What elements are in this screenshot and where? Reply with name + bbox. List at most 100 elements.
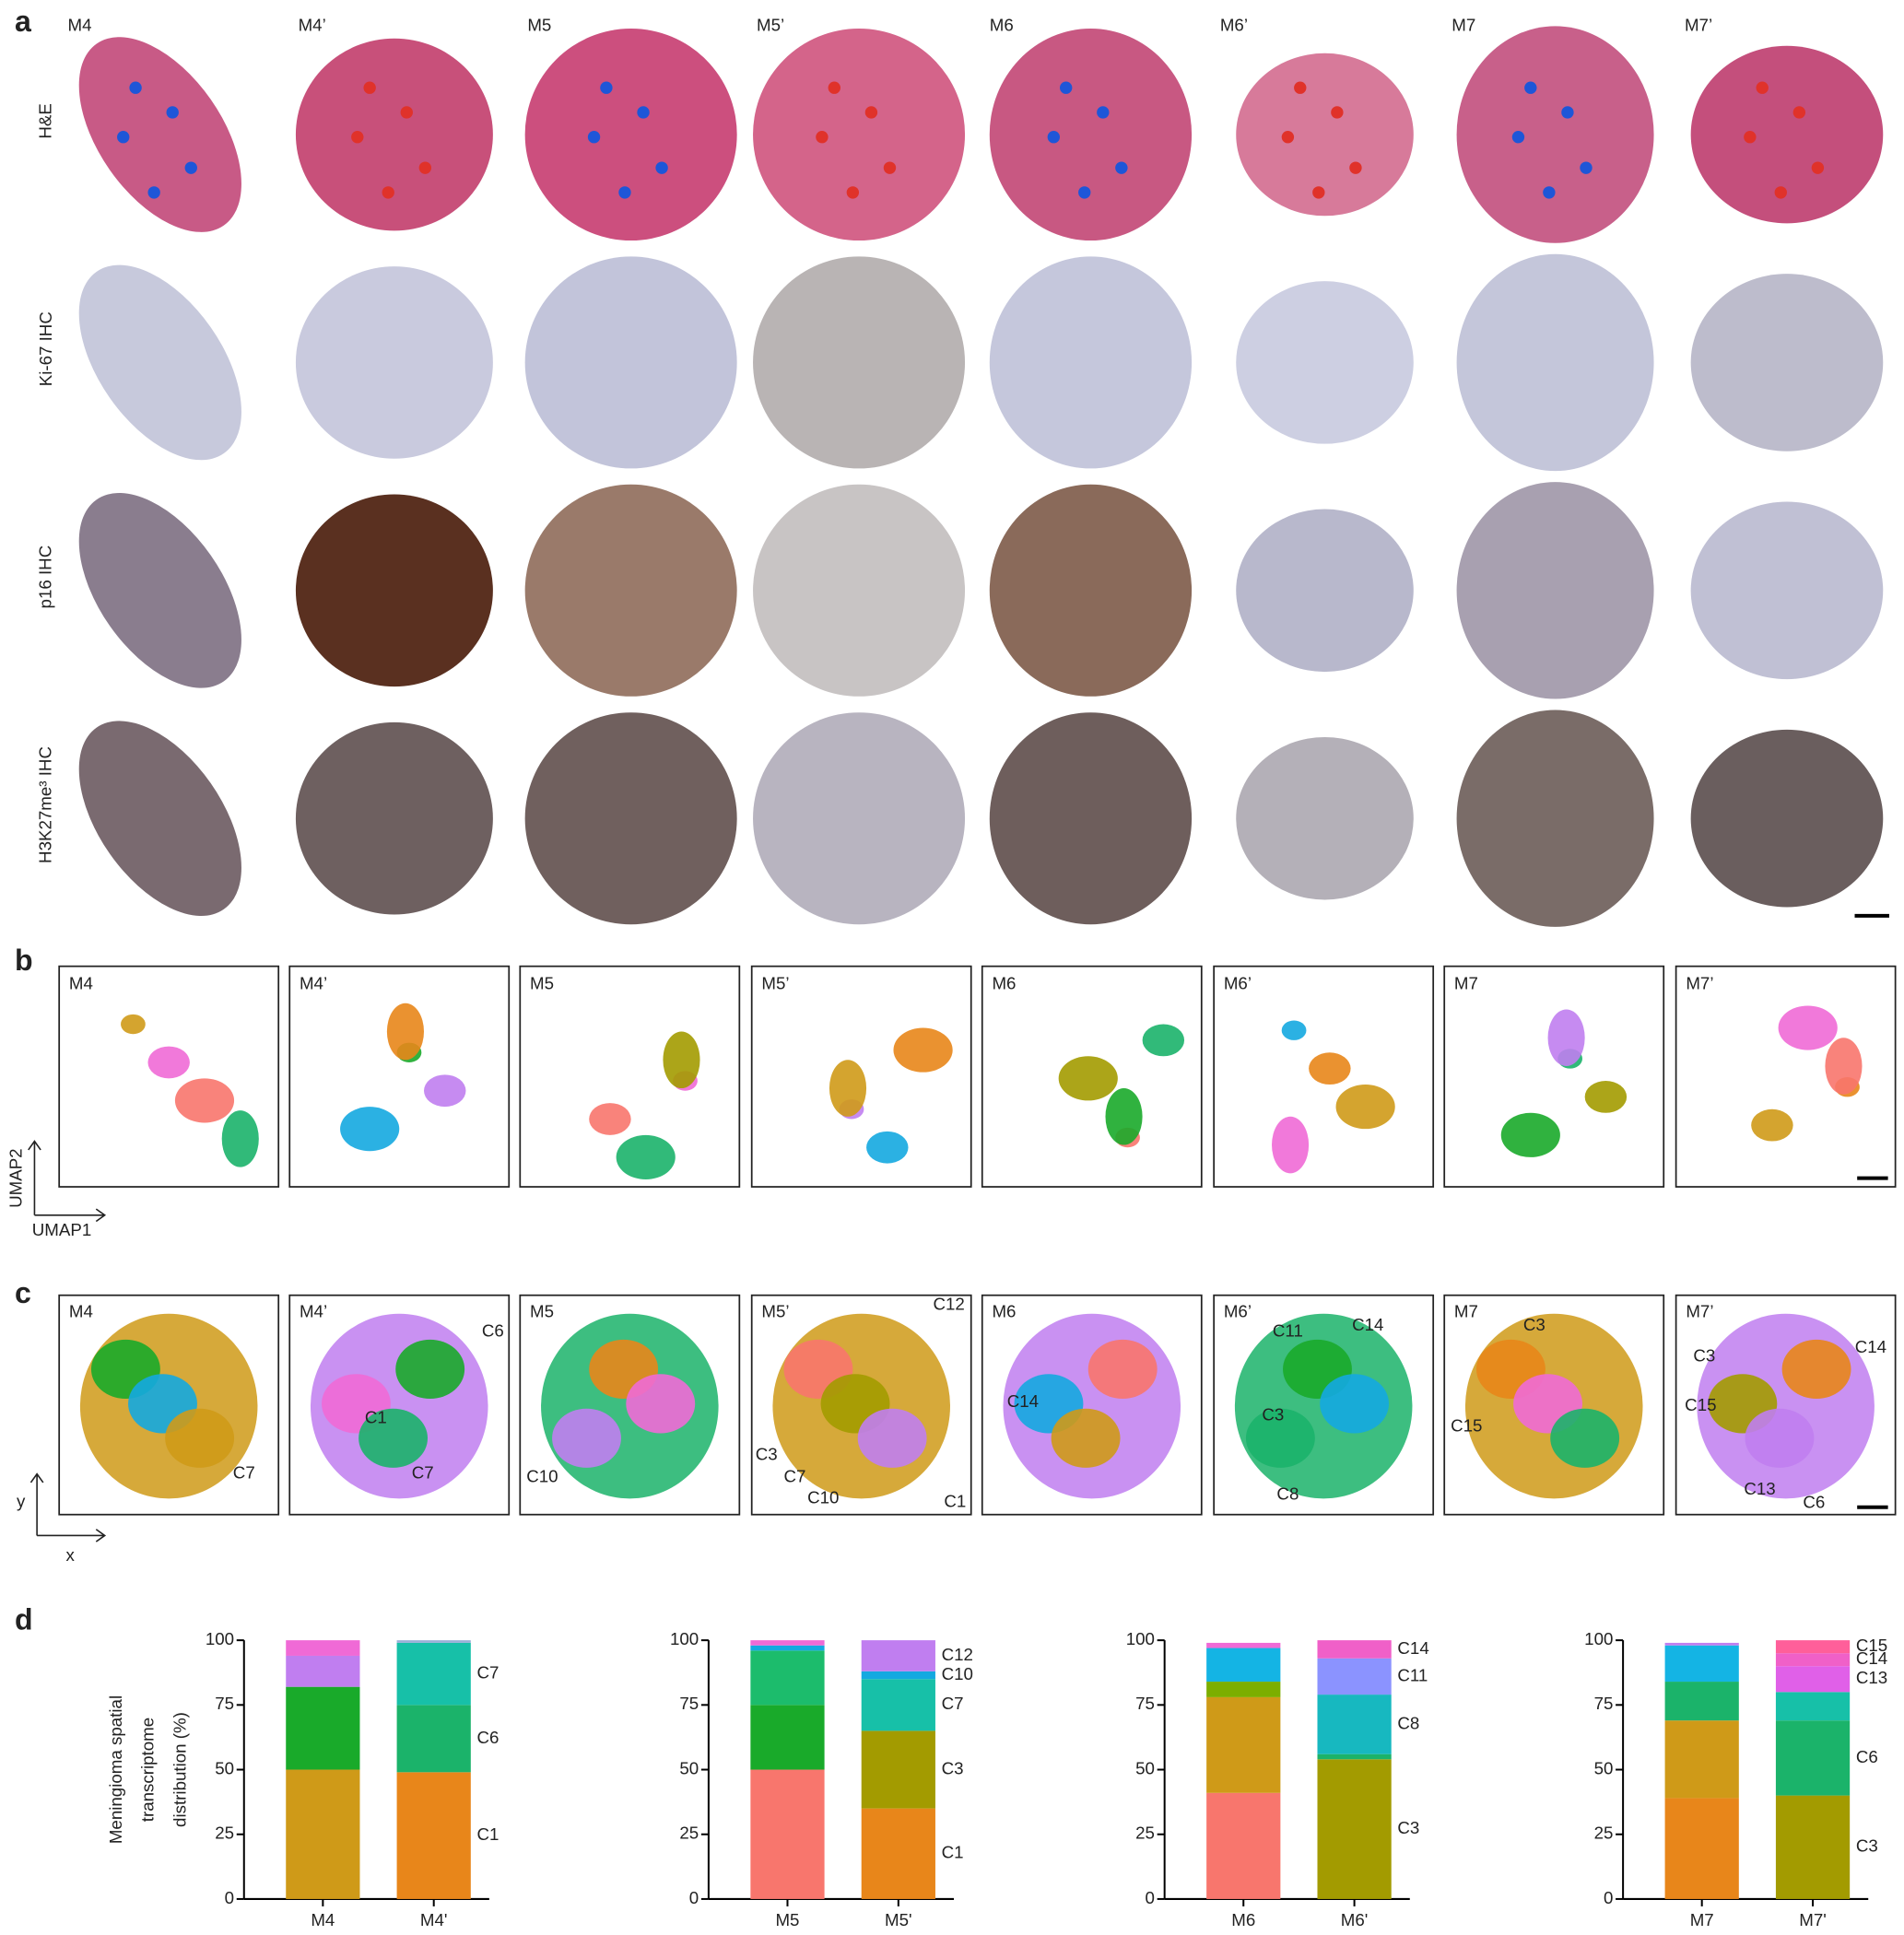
- cluster-cloud: [829, 1060, 867, 1117]
- cluster-cloud: [1058, 1056, 1118, 1101]
- cluster-cloud: [589, 1103, 631, 1135]
- cluster-cloud: [174, 1078, 235, 1123]
- sample-label: M7: [1454, 974, 1478, 993]
- x-tick-label: M4: [311, 1910, 335, 1929]
- bar-segment: [1775, 1653, 1851, 1667]
- tissue-section: [1236, 53, 1414, 217]
- y-axis-title: transcriptome: [138, 1718, 158, 1822]
- spot-marker: [147, 186, 160, 199]
- bar-segment: [1664, 1642, 1739, 1646]
- spot-marker: [655, 161, 668, 174]
- panel-label: d: [15, 1603, 33, 1636]
- tissue-section: [295, 266, 493, 459]
- panel-label: b: [15, 944, 33, 977]
- spatial-frame: [750, 1294, 972, 1516]
- sample-label: M7’: [1686, 974, 1713, 993]
- sample-label: M5: [527, 15, 551, 34]
- umap-x-label: UMAP1: [32, 1220, 92, 1239]
- bar-segment: [286, 1640, 360, 1656]
- spot-marker: [1047, 131, 1061, 144]
- y-tick-label: 75: [1594, 1694, 1614, 1713]
- spot-marker: [418, 161, 432, 174]
- bar-segment: [750, 1650, 825, 1706]
- cluster-cloud: [1281, 1020, 1307, 1040]
- segment-label: C10: [942, 1664, 973, 1683]
- cluster-label: C1: [944, 1491, 966, 1510]
- tissue-section: [1236, 281, 1414, 444]
- spot-marker: [1524, 81, 1537, 94]
- cluster-cloud: [147, 1046, 190, 1079]
- spot-marker: [816, 131, 829, 144]
- sample-label: M4: [69, 1301, 93, 1320]
- bar-segment: [1317, 1759, 1392, 1899]
- spot-marker: [1349, 161, 1362, 174]
- bar-segment: [286, 1686, 360, 1770]
- cluster-label: C14: [1855, 1337, 1886, 1356]
- tissue-section: [753, 484, 966, 697]
- bar-segment: [1775, 1720, 1851, 1796]
- x-tick-label: M7: [1690, 1910, 1714, 1929]
- bar-segment: [750, 1645, 825, 1651]
- bar-segment: [861, 1730, 935, 1809]
- tissue-section: [295, 38, 493, 231]
- sample-label: M7: [1454, 1301, 1478, 1320]
- cluster-label: C3: [1523, 1315, 1546, 1334]
- spatial-y-label: y: [17, 1491, 26, 1510]
- cluster-label: C6: [482, 1321, 504, 1341]
- bar-segment: [1664, 1682, 1739, 1721]
- y-tick-label: 0: [1604, 1888, 1613, 1907]
- panel-label: a: [15, 5, 32, 38]
- cluster-label: C14: [1007, 1391, 1039, 1411]
- cluster-label: C6: [1803, 1493, 1825, 1512]
- spot-marker: [1078, 186, 1091, 199]
- bar-segment: [1664, 1645, 1739, 1683]
- tissue-section: [1456, 710, 1654, 927]
- x-tick-label: M5': [885, 1910, 912, 1929]
- cluster-region: [857, 1408, 927, 1468]
- segment-label: C13: [1856, 1668, 1887, 1687]
- y-tick-label: 0: [689, 1888, 699, 1907]
- sample-label: M6: [992, 974, 1016, 993]
- cluster-label: C15: [1685, 1395, 1716, 1414]
- cluster-cloud: [386, 1003, 425, 1061]
- sample-label: M6: [990, 15, 1014, 34]
- bar-segment: [1317, 1640, 1392, 1659]
- axis-arrows: [28, 1140, 107, 1223]
- y-axis-title: Meningioma spatial: [106, 1695, 125, 1844]
- sample-label: M6: [992, 1301, 1016, 1320]
- y-tick-label: 50: [679, 1758, 699, 1777]
- spot-marker: [1294, 81, 1307, 94]
- cluster-cloud: [1547, 1009, 1585, 1066]
- y-tick-label: 75: [215, 1694, 234, 1713]
- segment-label: C7: [477, 1663, 500, 1683]
- spot-marker: [828, 81, 840, 94]
- cluster-label: C3: [1693, 1345, 1715, 1365]
- spot-marker: [363, 81, 376, 94]
- cluster-cloud: [221, 1110, 259, 1167]
- stain-label: p16 IHC: [36, 545, 55, 609]
- bar-segment: [1664, 1798, 1739, 1899]
- tissue-section: [989, 29, 1193, 241]
- tissue-section: [989, 712, 1193, 925]
- cluster-label: C1: [365, 1407, 387, 1426]
- cluster-cloud: [424, 1074, 466, 1108]
- spot-marker: [1774, 186, 1787, 199]
- tissue-section: [1236, 736, 1414, 900]
- cluster-region: [1781, 1339, 1851, 1400]
- segment-label: C3: [942, 1758, 964, 1777]
- cluster-label: C3: [1262, 1405, 1284, 1425]
- bar-segment: [1206, 1642, 1281, 1648]
- segment-label: C3: [1397, 1818, 1419, 1837]
- tissue-section: [78, 264, 241, 461]
- tissue-section: [1456, 482, 1654, 699]
- cluster-cloud: [1309, 1052, 1351, 1085]
- x-tick-label: M5: [775, 1910, 799, 1929]
- sample-label: M5: [530, 974, 554, 993]
- tissue-section: [78, 37, 241, 232]
- sample-label: M7’: [1686, 1301, 1713, 1320]
- umap-frame: [981, 965, 1203, 1188]
- umap-frame: [519, 965, 741, 1188]
- bar-segment: [1317, 1695, 1392, 1754]
- cluster-region: [1051, 1408, 1121, 1468]
